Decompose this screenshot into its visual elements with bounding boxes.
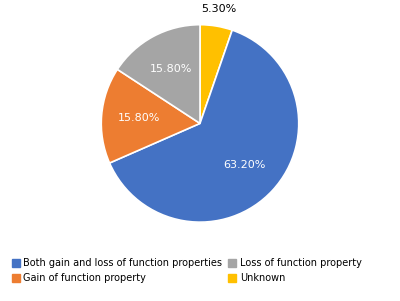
Text: 15.80%: 15.80% bbox=[118, 113, 160, 123]
Legend: Both gain and loss of function properties, Gain of function property, Loss of fu: Both gain and loss of function propertie… bbox=[9, 256, 365, 286]
Text: 63.20%: 63.20% bbox=[224, 160, 266, 170]
Wedge shape bbox=[110, 30, 299, 222]
Text: 5.30%: 5.30% bbox=[202, 4, 237, 14]
Wedge shape bbox=[101, 70, 200, 163]
Wedge shape bbox=[200, 25, 232, 123]
Text: 15.80%: 15.80% bbox=[150, 64, 192, 74]
Wedge shape bbox=[117, 25, 200, 123]
